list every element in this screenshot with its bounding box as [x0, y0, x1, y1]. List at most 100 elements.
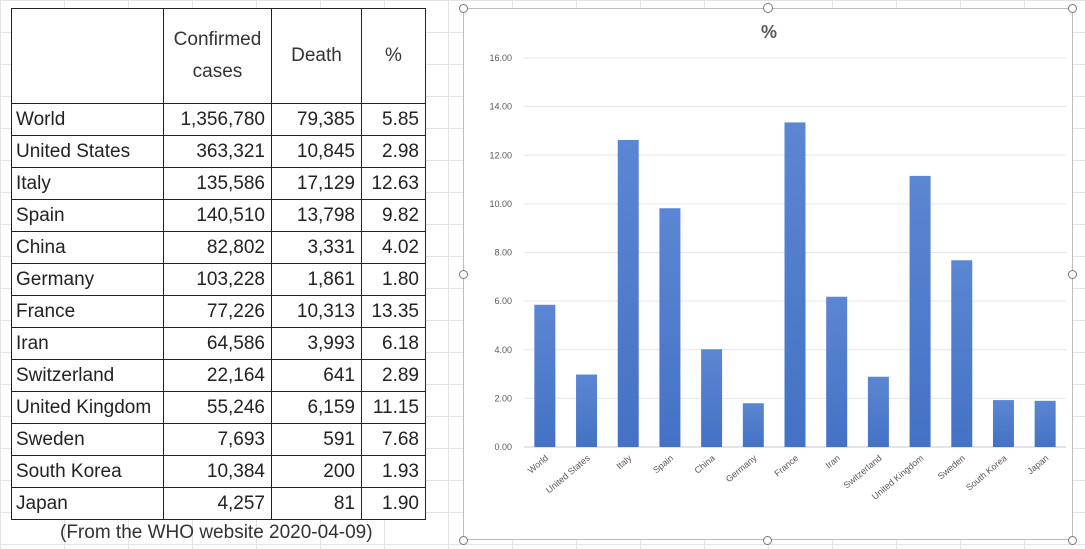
table-row: South Korea 10,384 200 1.93	[11, 455, 426, 488]
table-row: Switzerland 22,164 641 2.89	[11, 359, 426, 392]
cell-name[interactable]: China	[11, 231, 164, 264]
bar-france	[784, 122, 806, 447]
chart-resize-handle-top-middle[interactable]	[763, 3, 773, 13]
cell-death[interactable]: 641	[271, 359, 362, 392]
x-tick-label: Italy	[614, 453, 633, 472]
cell-percent[interactable]: 1.90	[361, 487, 426, 520]
cell-name[interactable]: Iran	[11, 327, 164, 360]
chart-resize-handle-middle-right[interactable]	[1068, 270, 1077, 279]
cell-death[interactable]: 3,993	[271, 327, 362, 360]
cell-confirmed[interactable]: 1,356,780	[163, 103, 272, 136]
header-cell-death[interactable]: Death	[271, 8, 362, 104]
cell-death[interactable]: 3,331	[271, 231, 362, 264]
y-tick-label: 14.00	[489, 102, 512, 112]
bar-china	[701, 349, 723, 447]
data-table-container: Confirmed cases Death % World 1,356,780 79…	[11, 8, 426, 520]
bar-south-korea	[992, 400, 1014, 447]
cell-name[interactable]: United Kingdom	[11, 391, 164, 424]
x-tick-label: France	[772, 453, 800, 479]
cell-confirmed[interactable]: 55,246	[163, 391, 272, 424]
chart-resize-handle-top-left[interactable]	[459, 4, 468, 13]
bar-iran	[826, 296, 848, 447]
table-row: Spain 140,510 13,798 9.82	[11, 199, 426, 232]
chart-resize-handle-top-right[interactable]	[1068, 4, 1077, 13]
cell-name[interactable]: World	[11, 103, 164, 136]
cell-percent[interactable]: 5.85	[361, 103, 426, 136]
bar-chart: % 0.00 2.00 4.00 6.00 8.00 10.00 12.00 14.00 16.0…	[489, 22, 1066, 502]
cell-death[interactable]: 79,385	[271, 103, 362, 136]
x-tick-label: Switzerland	[842, 453, 884, 491]
cell-percent[interactable]: 2.98	[361, 135, 426, 168]
cell-percent[interactable]: 7.68	[361, 423, 426, 456]
bar-united-states	[576, 374, 598, 447]
cell-percent[interactable]: 12.63	[361, 167, 426, 200]
cell-name[interactable]: South Korea	[11, 455, 164, 488]
cell-death[interactable]: 10,313	[271, 295, 362, 328]
cell-name[interactable]: Germany	[11, 263, 164, 296]
cell-name[interactable]: Sweden	[11, 423, 164, 456]
cell-confirmed[interactable]: 140,510	[163, 199, 272, 232]
chart-title: %	[761, 22, 777, 42]
chart-resize-handle-bottom-left[interactable]	[459, 536, 468, 545]
chart-resize-handle-bottom-middle[interactable]	[763, 536, 772, 545]
x-tick-label: Germany	[724, 453, 759, 485]
cell-percent[interactable]: 4.02	[361, 231, 426, 264]
cell-percent[interactable]: 1.93	[361, 455, 426, 488]
chart-resize-handle-middle-left[interactable]	[459, 270, 468, 279]
cell-death[interactable]: 591	[271, 423, 362, 456]
bar-world	[534, 304, 556, 447]
cell-confirmed[interactable]: 135,586	[163, 167, 272, 200]
cell-percent[interactable]: 2.89	[361, 359, 426, 392]
table-row: France 77,226 10,313 13.35	[11, 295, 426, 328]
header-confirmed-line2: cases	[192, 61, 243, 82]
data-table: Confirmed cases Death % World 1,356,780 79…	[11, 8, 426, 520]
cell-death[interactable]: 6,159	[271, 391, 362, 424]
cell-percent[interactable]: 1.80	[361, 263, 426, 296]
header-confirmed-line1: Confirmed	[173, 29, 262, 50]
bar-italy	[617, 139, 639, 448]
x-tick-label: South Korea	[964, 453, 1009, 493]
cell-name[interactable]: France	[11, 295, 164, 328]
cell-percent[interactable]: 9.82	[361, 199, 426, 232]
y-tick-label: 12.00	[489, 150, 512, 160]
header-cell-confirmed[interactable]: Confirmed cases	[163, 8, 272, 104]
table-row: United Kingdom 55,246 6,159 11.15	[11, 391, 426, 424]
y-tick-label: 16.00	[489, 53, 512, 63]
x-tick-label: Sweden	[936, 453, 967, 482]
cell-name[interactable]: Italy	[11, 167, 164, 200]
cell-death[interactable]: 1,861	[271, 263, 362, 296]
cell-confirmed[interactable]: 82,802	[163, 231, 272, 264]
cell-death[interactable]: 17,129	[271, 167, 362, 200]
cell-confirmed[interactable]: 4,257	[163, 487, 272, 520]
cell-percent[interactable]: 13.35	[361, 295, 426, 328]
y-tick-label: 2.00	[494, 393, 512, 403]
cell-death[interactable]: 200	[271, 455, 362, 488]
cell-confirmed[interactable]: 77,226	[163, 295, 272, 328]
table-header-row: Confirmed cases Death %	[11, 8, 426, 104]
cell-confirmed[interactable]: 7,693	[163, 423, 272, 456]
bar-united-kingdom	[909, 175, 931, 447]
cell-confirmed[interactable]: 10,384	[163, 455, 272, 488]
cell-confirmed[interactable]: 103,228	[163, 263, 272, 296]
table-row: Germany 103,228 1,861 1.80	[11, 263, 426, 296]
cell-death[interactable]: 81	[271, 487, 362, 520]
y-tick-label: 0.00	[494, 442, 512, 452]
header-cell-percent[interactable]: %	[361, 8, 426, 104]
bar-spain	[659, 208, 681, 447]
cell-percent[interactable]: 6.18	[361, 327, 426, 360]
cell-name[interactable]: Spain	[11, 199, 164, 232]
cell-death[interactable]: 13,798	[271, 199, 362, 232]
cell-name[interactable]: United States	[11, 135, 164, 168]
cell-confirmed[interactable]: 363,321	[163, 135, 272, 168]
cell-death[interactable]: 10,845	[271, 135, 362, 168]
cell-name[interactable]: Switzerland	[11, 359, 164, 392]
chart-area[interactable]: % 0.00 2.00 4.00 6.00 8.00 10.00 12.00 14.00 16.0…	[463, 8, 1073, 540]
table-row: Italy 135,586 17,129 12.63	[11, 167, 426, 200]
cell-percent[interactable]: 11.15	[361, 391, 426, 424]
header-cell-name[interactable]	[11, 8, 164, 104]
cell-confirmed[interactable]: 22,164	[163, 359, 272, 392]
cell-confirmed[interactable]: 64,586	[163, 327, 272, 360]
cell-name[interactable]: Japan	[11, 487, 164, 520]
chart-resize-handle-bottom-right[interactable]	[1068, 536, 1077, 545]
table-row: Iran 64,586 3,993 6.18	[11, 327, 426, 360]
